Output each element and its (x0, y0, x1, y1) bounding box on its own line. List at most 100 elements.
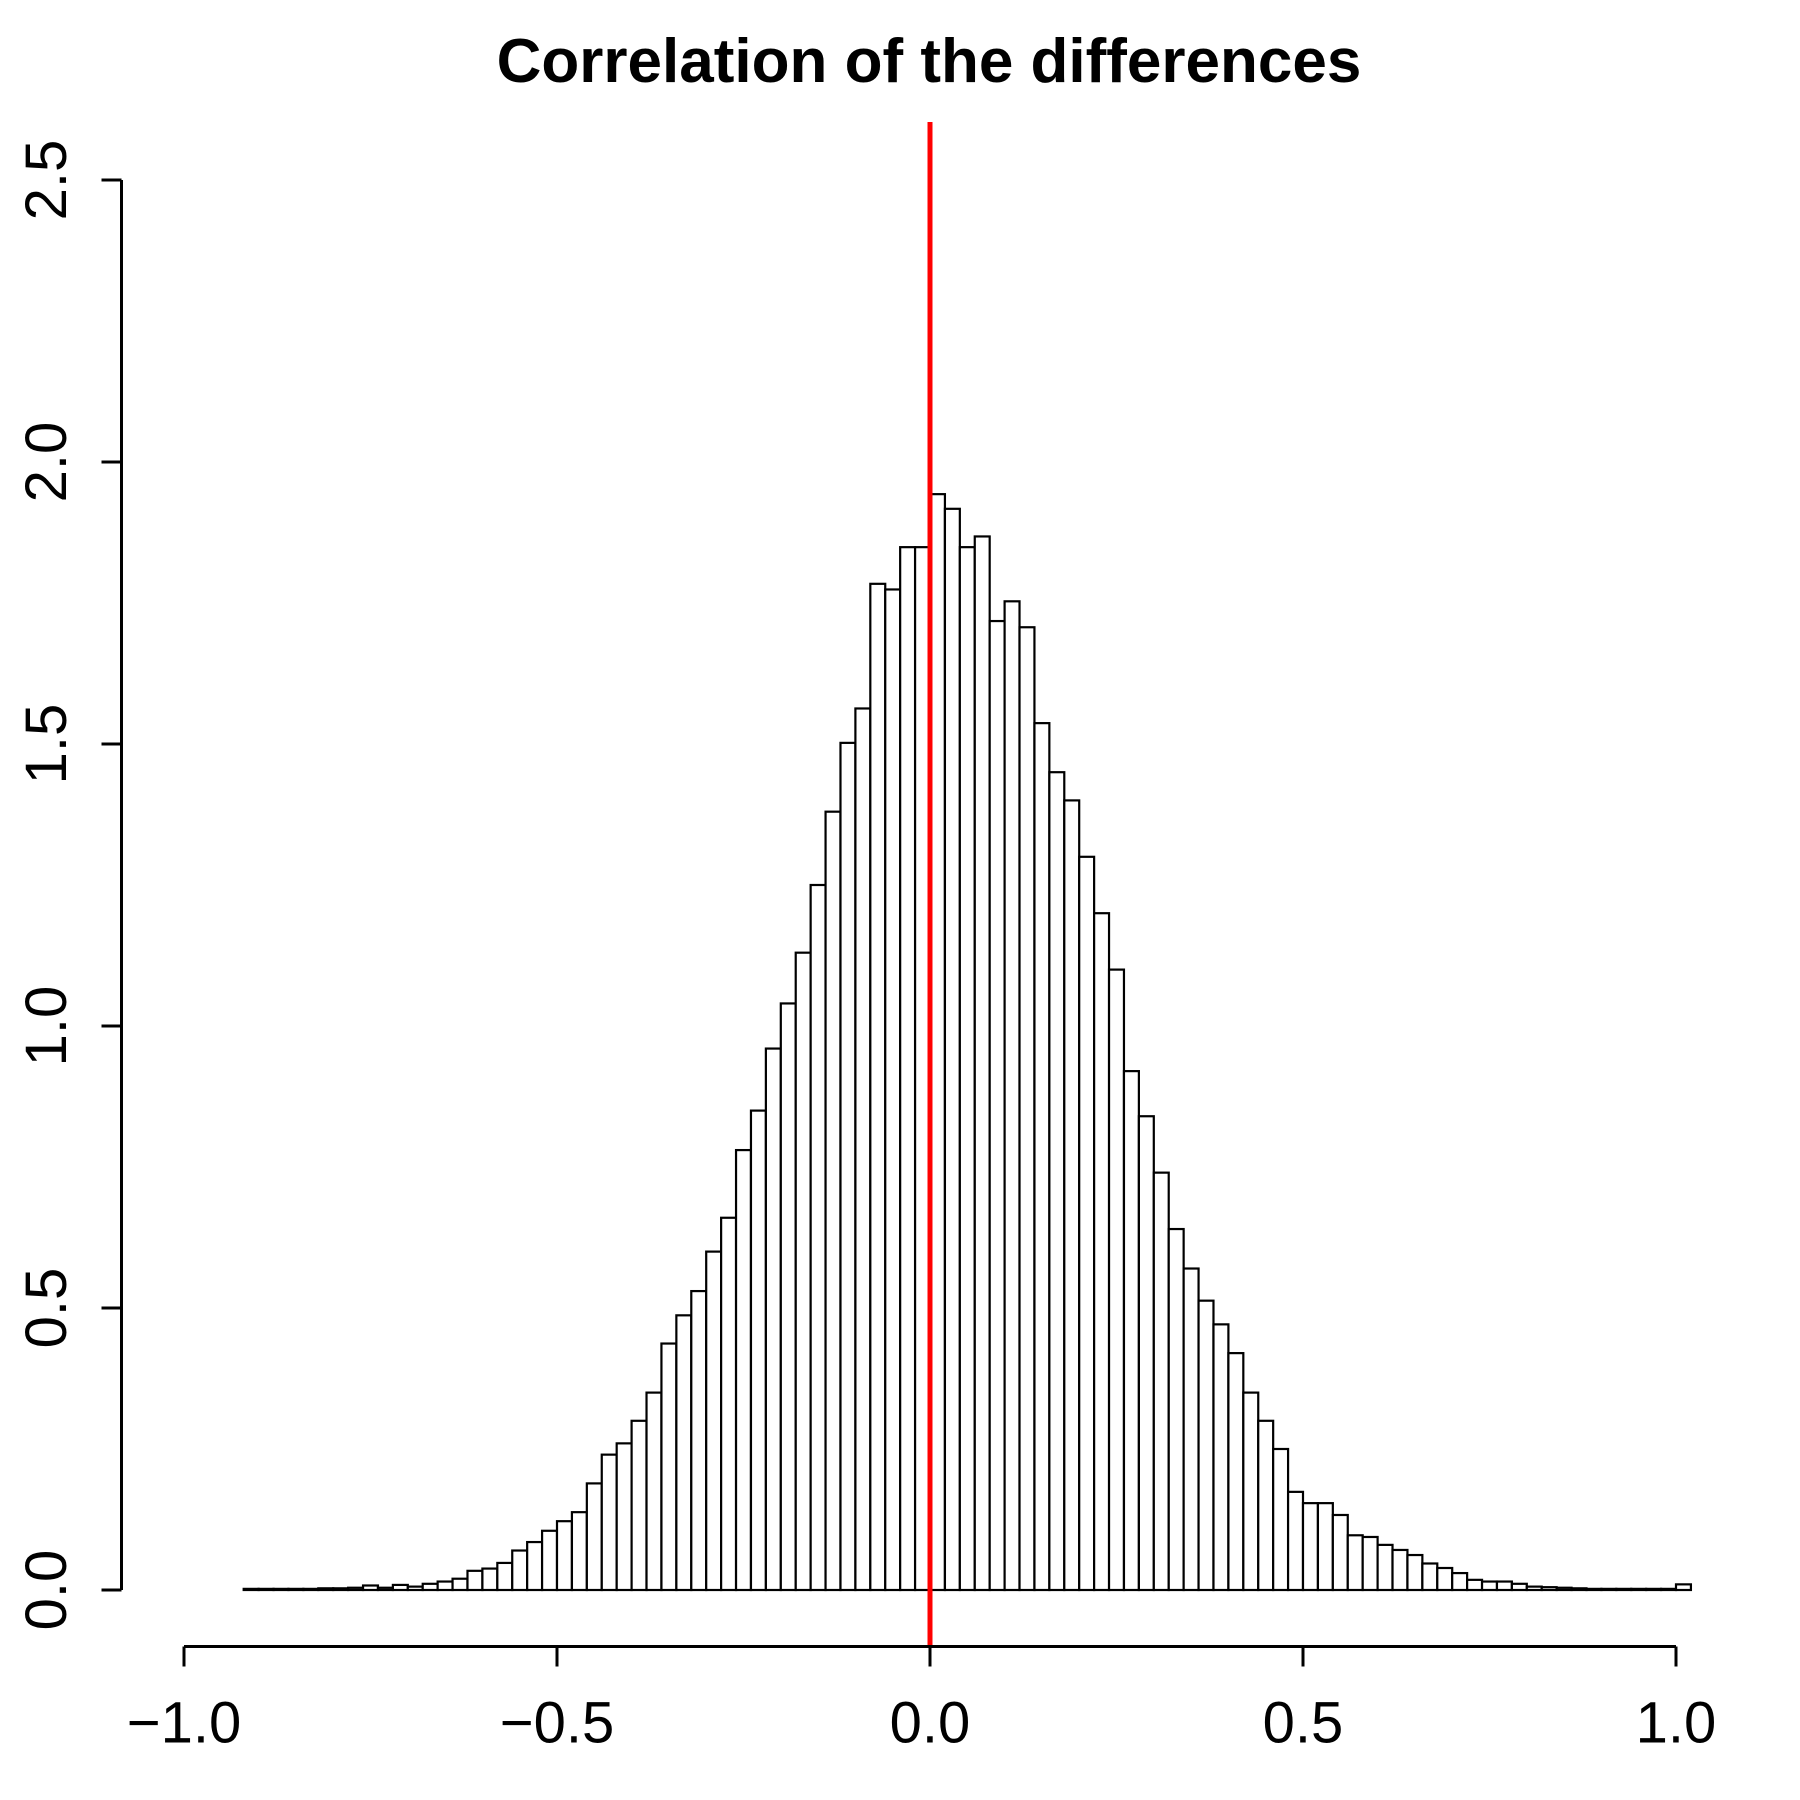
histogram-bar (1331, 1513, 1349, 1592)
histogram-bar (645, 1391, 663, 1592)
histogram-bar (526, 1540, 544, 1592)
histogram-bar (1600, 1587, 1618, 1592)
histogram-bar (779, 1002, 797, 1592)
histogram-bar (839, 741, 857, 1592)
histogram-bar (1182, 1267, 1200, 1592)
histogram-bar (1436, 1566, 1454, 1592)
histogram-bar (421, 1582, 439, 1592)
histogram-bar (257, 1587, 275, 1592)
histogram-bar (1003, 600, 1021, 1592)
histogram-bar (1152, 1171, 1170, 1592)
histogram-bar (332, 1587, 350, 1592)
histogram-bar (1376, 1543, 1394, 1592)
histogram-bar (1495, 1580, 1513, 1592)
histogram-bar (511, 1549, 529, 1592)
histogram-bar (1346, 1534, 1364, 1592)
histogram-bar (242, 1587, 260, 1592)
histogram-bar (1555, 1586, 1573, 1592)
histogram-bar (317, 1587, 335, 1592)
histogram-bar (1466, 1578, 1484, 1592)
histogram-bar (1137, 1115, 1155, 1592)
histogram-bar (675, 1314, 693, 1592)
histogram-bar (302, 1587, 320, 1592)
histogram-bar (436, 1580, 454, 1592)
histogram-bar (555, 1520, 574, 1592)
histogram-bar (1048, 771, 1066, 1592)
histogram-bar (1659, 1587, 1678, 1592)
histogram-bar (988, 619, 1006, 1592)
histogram-bar (1122, 1070, 1140, 1592)
x-tick-label: −1.0 (127, 1691, 242, 1756)
histogram-bar (376, 1586, 394, 1592)
histogram-bar (630, 1419, 648, 1592)
histogram-bar (1540, 1586, 1558, 1592)
histogram-bar (690, 1289, 708, 1592)
histogram-bar (749, 1109, 767, 1592)
histogram-bar (884, 588, 902, 1592)
histogram-bar (660, 1342, 678, 1592)
histogram-bar (1421, 1562, 1439, 1592)
x-tick-label: 0.0 (890, 1691, 971, 1756)
histogram-bar (540, 1529, 559, 1592)
histogram-bar (496, 1561, 514, 1592)
y-tick-label: 0.5 (14, 1268, 79, 1349)
histogram-bar (705, 1250, 723, 1592)
histogram-bar (1674, 1583, 1693, 1592)
histogram-bar (287, 1587, 305, 1592)
histogram-bar (615, 1442, 633, 1592)
histogram-bar (1286, 1490, 1305, 1592)
histogram-bar (1451, 1571, 1469, 1592)
histogram-bar (764, 1047, 782, 1592)
histogram-bar (466, 1569, 484, 1592)
histogram-bar (1078, 855, 1096, 1592)
histogram-bar (481, 1567, 499, 1592)
histogram-bar (809, 883, 827, 1592)
y-tick-label: 2.0 (14, 422, 79, 503)
histogram-bar (1301, 1502, 1320, 1592)
histogram-bar (272, 1587, 290, 1592)
histogram-bar (1630, 1587, 1648, 1592)
histogram-bar (1242, 1391, 1260, 1592)
histogram-bar (1197, 1299, 1215, 1592)
histogram-bar (1480, 1580, 1499, 1592)
x-tick-label: 1.0 (1636, 1691, 1717, 1756)
histogram-bar (720, 1216, 738, 1592)
histogram-bar (570, 1511, 588, 1592)
histogram-bar (1272, 1447, 1290, 1592)
bars-group (242, 493, 1693, 1592)
histogram-bar (899, 546, 917, 1592)
histogram-bar (1615, 1587, 1633, 1592)
histogram-bar (734, 1148, 753, 1592)
histogram-bar (973, 535, 991, 1592)
y-tick-label: 1.5 (14, 704, 79, 785)
x-axis: −1.0 −0.5 0.0 0.5 1.0 (127, 1645, 1717, 1756)
histogram-bar (1093, 912, 1111, 1592)
y-tick-label: 2.5 (14, 140, 79, 221)
x-tick-label: −0.5 (500, 1691, 615, 1756)
histogram-bar (1107, 968, 1126, 1592)
histogram-bar (824, 810, 842, 1592)
y-axis: 0.0 0.5 1.0 1.5 2.0 2.5 (14, 140, 123, 1631)
histogram-bar (406, 1585, 424, 1592)
histogram-bar (1033, 722, 1051, 1592)
histogram-bar (1018, 626, 1036, 1592)
histogram-bar (1257, 1419, 1275, 1592)
y-tick-label: 0.0 (14, 1550, 79, 1631)
histogram-bar (451, 1577, 469, 1592)
histogram-bar (1212, 1323, 1230, 1592)
histogram-bar (943, 507, 961, 1592)
histogram-bar (854, 707, 872, 1592)
histogram-bar (1227, 1352, 1245, 1592)
histogram-bar (361, 1584, 380, 1592)
y-tick-label: 1.0 (14, 986, 79, 1067)
histogram-bar (391, 1583, 409, 1592)
histogram-bar (1063, 799, 1081, 1592)
histogram-bar (869, 582, 887, 1592)
histogram-bar (1361, 1535, 1379, 1592)
histogram-bar (1391, 1548, 1409, 1592)
histogram-bar (1585, 1587, 1603, 1592)
histogram-bar (600, 1453, 618, 1592)
histogram-bar (585, 1482, 603, 1592)
